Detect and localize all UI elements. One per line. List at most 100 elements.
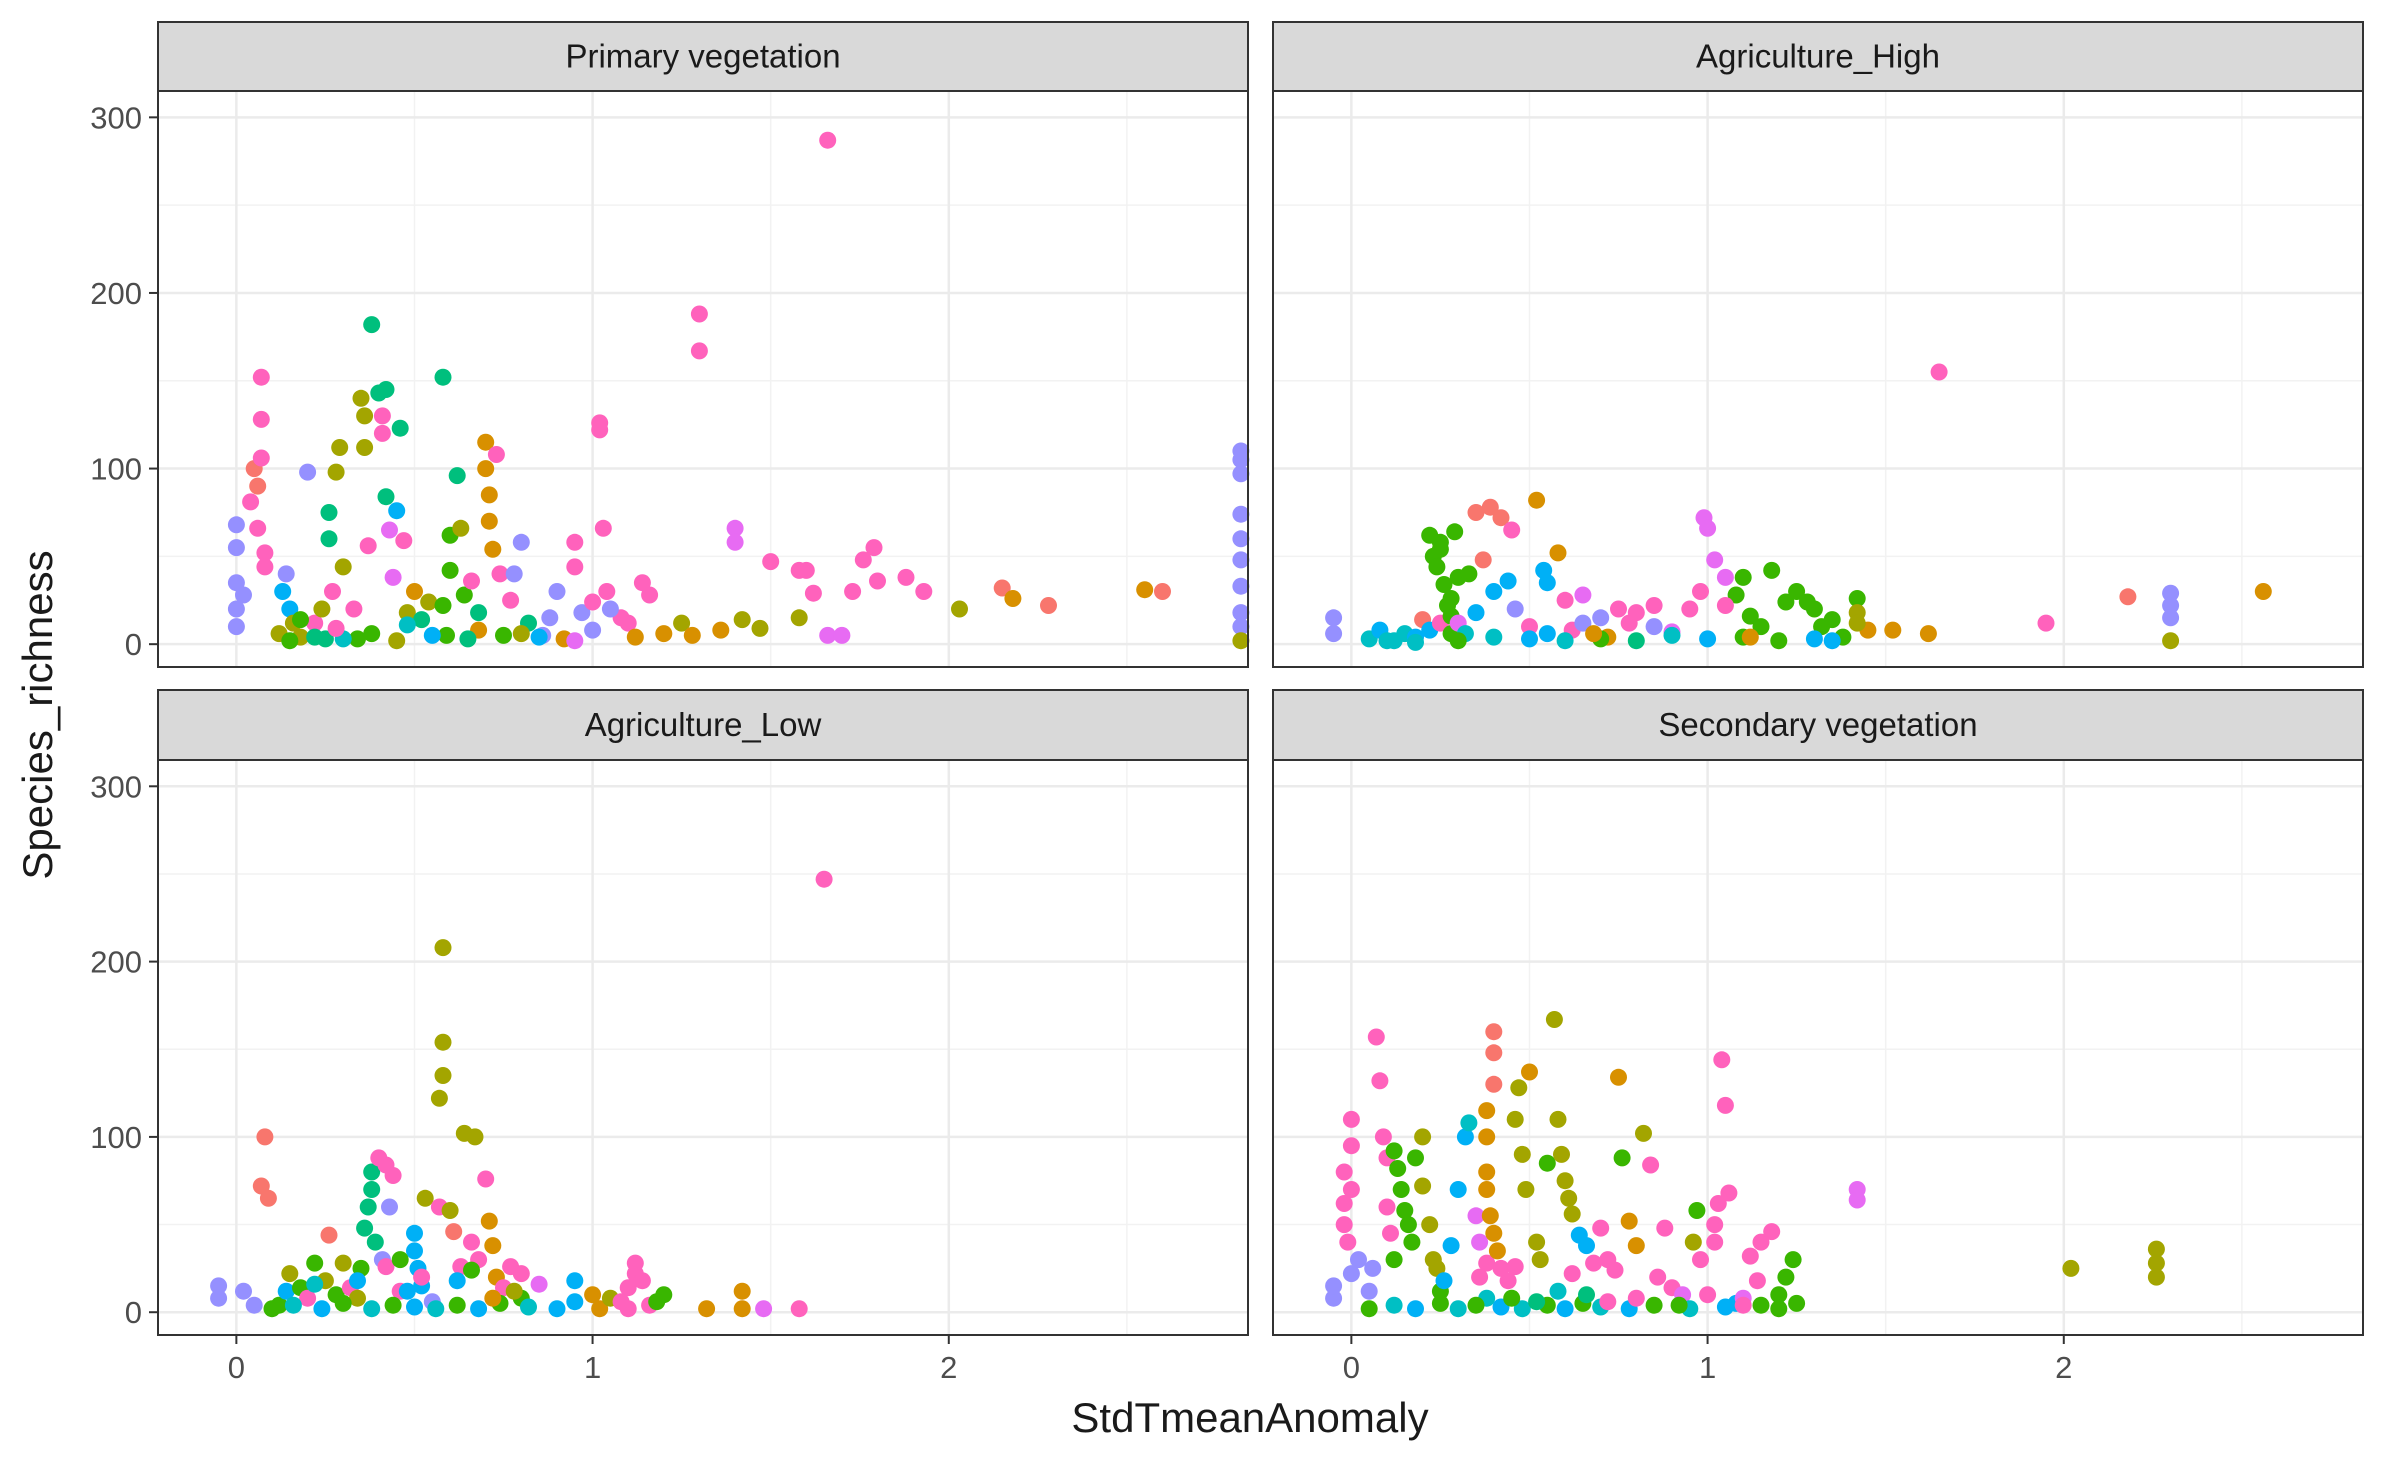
data-point	[345, 600, 363, 618]
data-point	[1599, 1293, 1617, 1311]
data-point	[398, 1282, 416, 1300]
x-axis-title: StdTmeanAnomaly	[1071, 1394, 1428, 1441]
data-point	[377, 488, 395, 506]
data-point	[1467, 1296, 1485, 1314]
data-point	[1556, 632, 1574, 650]
data-point	[373, 424, 391, 442]
data-point	[633, 1272, 651, 1290]
data-point	[1556, 1300, 1574, 1318]
data-point	[388, 632, 406, 650]
data-point	[626, 628, 644, 646]
data-point	[2162, 632, 2180, 650]
data-point	[1449, 1181, 1467, 1198]
data-point	[1521, 618, 1538, 636]
data-point	[1371, 1072, 1389, 1090]
data-point	[505, 1282, 523, 1300]
y-tick-label: 300	[90, 100, 142, 135]
data-point	[306, 1275, 324, 1293]
data-point	[1478, 1163, 1496, 1181]
x-tick-label: 1	[584, 1350, 601, 1385]
data-point	[648, 1293, 666, 1311]
data-point	[384, 568, 402, 586]
data-point	[313, 1300, 331, 1318]
data-point	[1741, 607, 1759, 625]
data-point	[1485, 1044, 1503, 1062]
facet-strip	[1272, 21, 2364, 92]
data-point	[480, 486, 498, 504]
data-point	[1428, 1259, 1446, 1277]
data-point	[844, 583, 862, 600]
data-point	[495, 626, 512, 644]
data-point	[1467, 604, 1485, 622]
data-point	[1716, 1298, 1734, 1316]
data-point	[1474, 551, 1492, 569]
x-tick-label: 2	[2055, 1350, 2072, 1385]
data-point	[1154, 583, 1171, 600]
data-point	[448, 1296, 466, 1314]
data-point	[1528, 491, 1546, 509]
data-point	[388, 502, 406, 520]
data-point	[1578, 1286, 1595, 1304]
data-point	[1919, 625, 1937, 643]
data-point	[1610, 1068, 1627, 1086]
data-point	[470, 1300, 488, 1318]
data-point	[1709, 1195, 1727, 1212]
data-point	[363, 1300, 381, 1318]
data-point	[733, 1300, 751, 1318]
data-point	[1492, 509, 1510, 527]
data-point	[441, 1202, 459, 1219]
data-point	[259, 1189, 277, 1207]
data-point	[434, 368, 452, 386]
data-point	[420, 593, 438, 611]
data-point	[869, 572, 886, 590]
data-point	[1699, 630, 1717, 648]
data-point	[1503, 521, 1521, 539]
data-point	[455, 586, 473, 604]
panel-border	[157, 90, 1249, 668]
data-point	[1342, 1137, 1360, 1155]
data-point	[1848, 590, 1866, 607]
data-points	[1325, 1011, 2165, 1318]
data-point	[512, 1265, 530, 1283]
data-point	[487, 446, 505, 463]
data-point	[1446, 523, 1464, 541]
data-point	[1232, 577, 1250, 595]
data-point	[1578, 1237, 1595, 1255]
data-point	[530, 1275, 548, 1293]
data-point	[1342, 1181, 1360, 1198]
data-point	[594, 519, 612, 537]
data-point	[210, 1277, 228, 1295]
data-point	[349, 1289, 366, 1307]
data-point	[1478, 1102, 1496, 1120]
data-point	[366, 1233, 384, 1251]
y-tick-label: 300	[90, 769, 142, 804]
data-point	[434, 1067, 452, 1084]
data-point	[363, 1163, 381, 1181]
data-point	[356, 407, 374, 425]
data-point	[1342, 1110, 1360, 1128]
data-point	[1403, 1233, 1421, 1251]
data-point	[712, 621, 730, 639]
data-point	[1538, 1154, 1556, 1172]
data-point	[1592, 1219, 1610, 1237]
data-point	[256, 544, 274, 562]
data-point	[1521, 630, 1538, 648]
data-point	[1563, 1265, 1581, 1283]
data-point	[1232, 604, 1250, 622]
data-point	[1528, 1293, 1546, 1311]
data-point	[459, 630, 477, 648]
data-point	[331, 439, 349, 456]
data-point	[2162, 597, 2180, 614]
data-point	[334, 1294, 352, 1312]
data-point	[398, 616, 416, 634]
data-point	[227, 574, 245, 592]
data-point	[1538, 625, 1556, 643]
data-point	[1342, 1265, 1360, 1283]
data-point	[1720, 1184, 1738, 1202]
data-point	[434, 1033, 452, 1051]
data-point	[819, 626, 837, 644]
data-point	[584, 593, 602, 611]
data-point	[573, 604, 591, 622]
data-point	[359, 537, 377, 555]
